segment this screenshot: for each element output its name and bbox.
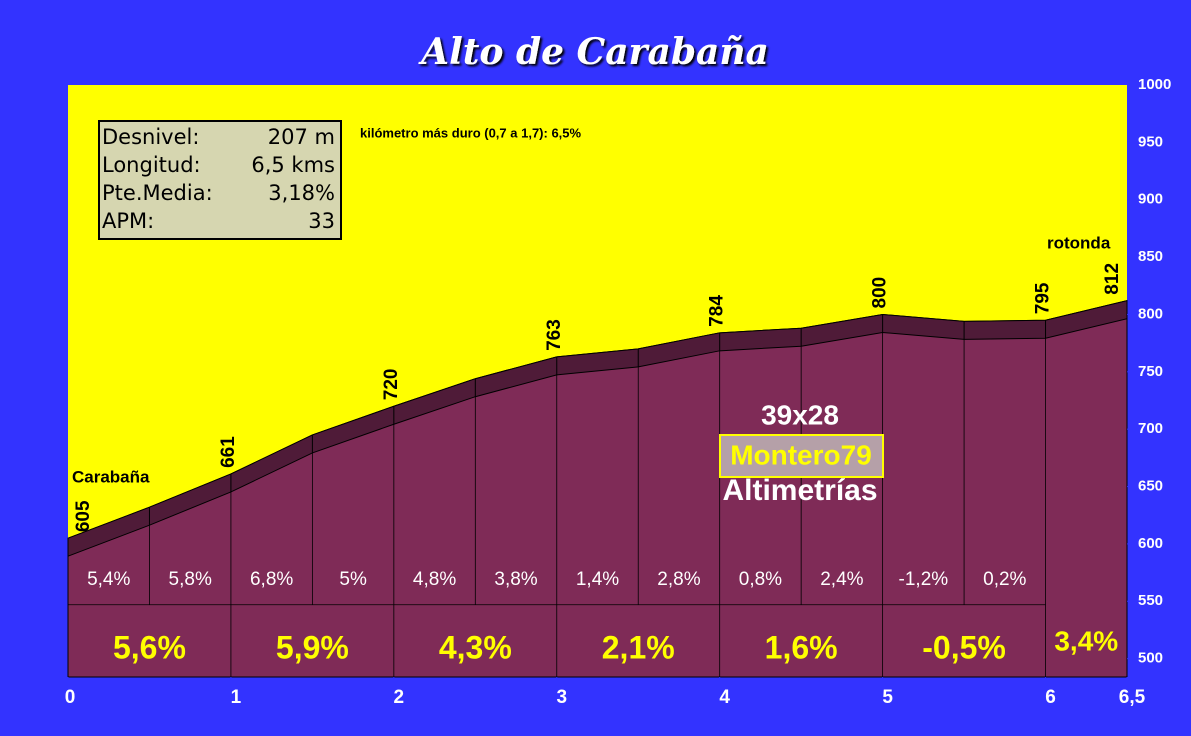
watermark: 39x28	[761, 399, 839, 430]
km-grade-label: 5,6%	[113, 629, 186, 665]
elevation-label: 763	[544, 319, 565, 351]
info-value: 6,5 kms	[251, 153, 335, 177]
elevation-label: 720	[381, 369, 402, 401]
y-tick-label: 500	[1138, 650, 1163, 667]
grade-label: -1,2%	[899, 569, 949, 590]
elevation-label: 784	[707, 295, 728, 327]
x-tick-label: 2	[394, 687, 405, 708]
watermark: Altimetrías	[722, 474, 877, 507]
x-tick-label: 0	[65, 687, 76, 708]
info-box	[98, 120, 342, 240]
info-label: Desnivel:	[102, 125, 199, 149]
grade-label: 2,8%	[657, 569, 700, 590]
grade-label: 5,8%	[169, 569, 212, 590]
x-tick-label: 5	[882, 687, 893, 708]
y-tick-label: 600	[1138, 535, 1163, 552]
info-label: Pte.Media:	[102, 181, 213, 205]
elevation-label: 795	[1033, 282, 1054, 314]
place-label: Carabaña	[72, 467, 150, 486]
y-tick-label: 1000	[1138, 76, 1171, 93]
y-tick-label: 800	[1138, 305, 1163, 322]
grade-label: 1,4%	[576, 569, 619, 590]
info-value: 207 m	[268, 125, 335, 149]
y-tick-label: 550	[1138, 592, 1163, 609]
grade-label: 6,8%	[250, 569, 293, 590]
elevation-label: 605	[73, 500, 94, 532]
grade-label: 5,4%	[87, 569, 130, 590]
grade-label: 0,8%	[739, 569, 782, 590]
elevation-label: 812	[1102, 263, 1123, 295]
grade-label: 5%	[339, 569, 367, 590]
grade-label: 3,8%	[494, 569, 537, 590]
km-grade-label: 1,6%	[765, 629, 838, 665]
y-tick-label: 850	[1138, 248, 1163, 265]
grade-label: 4,8%	[413, 569, 456, 590]
km-grade-label: 2,1%	[602, 629, 675, 665]
km-grade-label: 5,9%	[276, 629, 349, 665]
info-label: APM:	[102, 209, 154, 233]
watermark-box	[719, 434, 884, 478]
info-value: 3,18%	[268, 181, 335, 205]
y-tick-label: 700	[1138, 420, 1163, 437]
y-tick-label: 950	[1138, 133, 1163, 150]
elevation-label: 800	[870, 277, 891, 309]
x-tick-label: 3	[556, 687, 567, 708]
y-tick-label: 750	[1138, 363, 1163, 380]
y-tick-label: 900	[1138, 191, 1163, 208]
x-tick-label: 4	[719, 687, 730, 708]
profile-band	[67, 300, 1128, 557]
info-label: Longitud:	[102, 153, 201, 177]
x-tick-label: 6	[1045, 687, 1056, 708]
watermark: Montero79	[730, 439, 872, 470]
x-tick-label: 1	[231, 687, 242, 708]
chart-title: Alto de Carabaña	[418, 31, 769, 73]
x-tick-label: 6,5	[1119, 687, 1146, 708]
km-grade-label: 4,3%	[439, 629, 512, 665]
grade-label: 0,2%	[983, 569, 1026, 590]
note: kilómetro más duro (0,7 a 1,7): 6,5%	[360, 125, 582, 140]
place-label: rotonda	[1047, 233, 1111, 252]
km-grade-label: 3,4%	[1054, 625, 1118, 656]
info-value: 33	[308, 209, 335, 233]
elevation-label: 661	[218, 436, 239, 468]
km-grade-label: -0,5%	[922, 629, 1006, 665]
grade-label: 2,4%	[820, 569, 863, 590]
y-tick-label: 650	[1138, 478, 1163, 495]
